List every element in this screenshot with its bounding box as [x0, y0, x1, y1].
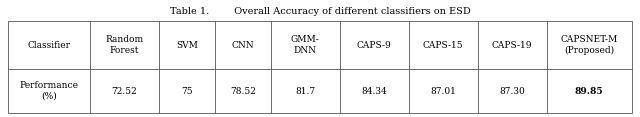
- Text: 78.52: 78.52: [230, 86, 256, 95]
- Text: 87.01: 87.01: [430, 86, 456, 95]
- Text: Random
Forest: Random Forest: [106, 35, 143, 55]
- Text: CAPS-15: CAPS-15: [423, 40, 463, 49]
- Text: 75: 75: [181, 86, 193, 95]
- Text: CAPS-9: CAPS-9: [357, 40, 392, 49]
- Text: 89.85: 89.85: [575, 86, 604, 95]
- Text: 81.7: 81.7: [295, 86, 316, 95]
- Text: Table 1.        Overall Accuracy of different classifiers on ESD: Table 1. Overall Accuracy of different c…: [170, 7, 470, 16]
- Text: GMM-
DNN: GMM- DNN: [291, 35, 319, 55]
- Text: Performance
(%): Performance (%): [20, 81, 79, 101]
- Text: 72.52: 72.52: [112, 86, 138, 95]
- Text: 87.30: 87.30: [499, 86, 525, 95]
- Text: 84.34: 84.34: [362, 86, 387, 95]
- Text: CNN: CNN: [232, 40, 254, 49]
- Text: CAPS-19: CAPS-19: [492, 40, 532, 49]
- Bar: [8, 21, 632, 113]
- Text: SVM: SVM: [176, 40, 198, 49]
- Text: CAPSNET-M
(Proposed): CAPSNET-M (Proposed): [561, 35, 618, 55]
- Text: Classifier: Classifier: [28, 40, 70, 49]
